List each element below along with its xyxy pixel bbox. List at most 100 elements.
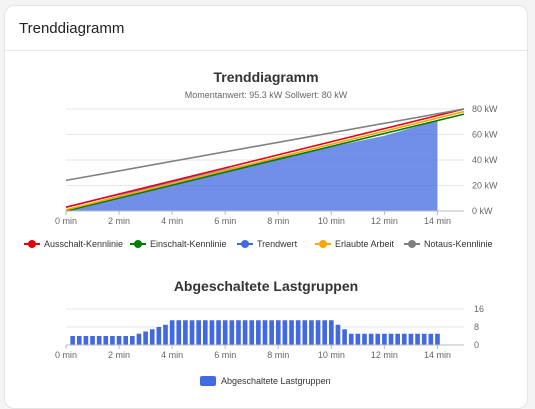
lastgruppen-bar [428, 333, 434, 345]
lastgruppen-bar [149, 329, 155, 345]
lastgruppen-bar [156, 327, 162, 345]
trend-chart-title: Trenddiagramm [213, 69, 318, 85]
trend-x-tick-label: 14 min [424, 216, 451, 226]
trend-legend-label: Einschalt-Kennlinie [150, 239, 227, 249]
trend-legend[interactable]: Ausschalt-Kennlinie Einschalt-Kennlinie Tr… [24, 239, 493, 249]
legend-dot-marker [408, 240, 416, 248]
lastgruppen-bar [309, 320, 314, 345]
legend-dot-marker [28, 240, 36, 248]
trend-series-line [65, 110, 465, 211]
lastgruppen-bar [163, 324, 168, 345]
lastgruppen-bar [169, 320, 175, 345]
trend-y-tick-label: 80 kW [472, 104, 498, 114]
lastgruppen-bar [368, 333, 374, 345]
bar-legend[interactable]: Abgeschaltete Lastgruppen [200, 376, 331, 386]
bar-x-tick-label: 12 min [371, 350, 398, 360]
legend-dot-marker [134, 240, 142, 248]
lastgruppen-bar [136, 333, 142, 345]
bar-x-tick-label: 4 min [161, 350, 183, 360]
lastgruppen-bar [335, 324, 341, 345]
trend-legend-label: Erlaubte Arbeit [335, 239, 395, 249]
lastgruppen-bar [269, 320, 274, 345]
trend-series-line [65, 108, 465, 208]
lastgruppen-bar [329, 320, 334, 345]
lastgruppen-bar [90, 336, 95, 345]
lastgruppen-bar [123, 336, 129, 345]
trend-series-line [65, 113, 465, 212]
lastgruppen-bar [375, 333, 381, 345]
bar-x-tick-label: 8 min [267, 350, 289, 360]
bar-legend-swatch [200, 376, 216, 386]
trend-x-tick-label: 4 min [161, 216, 183, 226]
lastgruppen-bar [382, 333, 387, 345]
lastgruppen-bar [388, 333, 394, 345]
lastgruppen-bar [236, 320, 241, 345]
lastgruppen-bar [415, 333, 420, 345]
lastgruppen-bar [83, 336, 89, 345]
lastgruppen-bar [196, 320, 201, 345]
lastgruppen-bar [275, 320, 281, 345]
lastgruppen-bar [435, 333, 440, 345]
bar-bars [70, 320, 440, 345]
trend-legend-label: Trendwert [257, 239, 298, 249]
bar-x-tick-label: 6 min [214, 350, 236, 360]
lastgruppen-bar [289, 320, 294, 345]
lastgruppen-bar [256, 320, 261, 345]
lastgruppen-bar [110, 336, 115, 345]
trend-y-tick-label: 60 kW [472, 130, 498, 140]
lastgruppen-bar [362, 333, 367, 345]
lastgruppen-bar [355, 333, 361, 345]
bar-y-tick-label: 8 [474, 322, 479, 332]
lastgruppen-bar [143, 331, 148, 345]
card-header: Trenddiagramm [5, 6, 527, 51]
bar-x-tick-label: 2 min [108, 350, 130, 360]
lastgruppen-bar [103, 336, 109, 345]
lastgruppen-bar [242, 320, 248, 345]
lastgruppen-bar [348, 333, 354, 345]
lastgruppen-bar [176, 320, 182, 345]
bar-x-tick-label: 10 min [318, 350, 345, 360]
bar-y-tick-label: 0 [474, 340, 479, 350]
lastgruppen-bar [96, 336, 102, 345]
lastgruppen-bar [249, 320, 255, 345]
lastgruppen-bar [189, 320, 195, 345]
bar-x-tick-label: 0 min [55, 350, 77, 360]
bar-y-tick-label: 16 [474, 304, 484, 314]
bar-legend-label: Abgeschaltete Lastgruppen [221, 376, 331, 386]
trend-y-tick-label: 40 kW [472, 155, 498, 165]
lastgruppen-bar [282, 320, 288, 345]
trend-y-tick-label: 20 kW [472, 181, 498, 191]
trend-lines [65, 108, 465, 212]
lastgruppen-bar [76, 336, 82, 345]
lastgruppen-bar [421, 333, 427, 345]
lastgruppen-bar [342, 329, 347, 345]
card-title: Trenddiagramm [19, 19, 125, 37]
trend-legend-label: Ausschalt-Kennlinie [44, 239, 123, 249]
trend-x-tick-label: 0 min [55, 216, 77, 226]
trend-axes: 0 kW 20 kW 40 kW 60 kW 80 kW 0 min 2 min 4 min 6… [55, 104, 498, 226]
trend-x-tick-label: 8 min [267, 216, 289, 226]
trend-x-tick-label: 2 min [108, 216, 130, 226]
trend-legend-label: Notaus-Kennlinie [424, 239, 493, 249]
lastgruppen-bar [222, 320, 228, 345]
lastgruppen-bar [229, 320, 235, 345]
lastgruppen-bar [262, 320, 268, 345]
bar-axes: 0 8 16 0 min 2 min 4 min 6 min 8 min 10 min 12 mi… [55, 304, 484, 360]
trend-x-tick-label: 10 min [318, 216, 345, 226]
trend-y-tick-label: 0 kW [472, 206, 493, 216]
trend-chart-subtitle: Momentanwert: 95.3 kW Sollwert: 80 kW [185, 90, 348, 100]
lastgruppen-bar [116, 336, 122, 345]
lastgruppen-bar [216, 320, 221, 345]
lastgruppen-bar [315, 320, 321, 345]
lastgruppen-bar [183, 320, 188, 345]
trend-series-line [65, 108, 465, 182]
lastgruppen-bar [408, 333, 414, 345]
lastgruppen-bar [130, 336, 135, 345]
legend-dot-marker [241, 240, 249, 248]
legend-dot-marker [319, 240, 327, 248]
trend-x-tick-label: 6 min [214, 216, 236, 226]
lastgruppen-bar [401, 333, 407, 345]
lastgruppen-bar [202, 320, 208, 345]
lastgruppen-bar [209, 320, 215, 345]
lastgruppen-bar [295, 320, 301, 345]
